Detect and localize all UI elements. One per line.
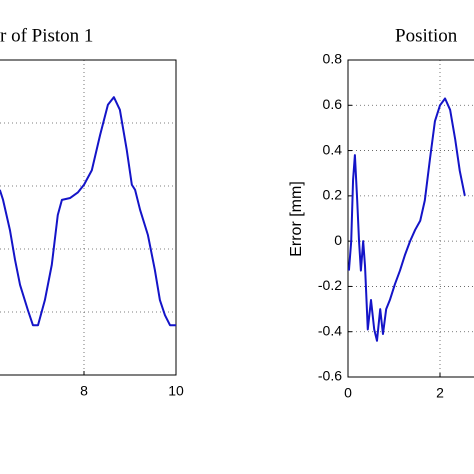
y-tick-label: 0.8 xyxy=(323,51,343,67)
y-tick-label: -0.4 xyxy=(318,322,342,338)
y-tick-label: 0.6 xyxy=(323,96,343,112)
plot-frame xyxy=(0,59,177,376)
y-tick-label: -0.6 xyxy=(318,368,342,384)
x-tick-label: 10 xyxy=(168,383,184,399)
y-tick-label: -0.2 xyxy=(318,277,342,293)
chart-title: Position xyxy=(395,25,458,46)
y-axis-label: Error [mm] xyxy=(288,181,305,257)
data-line xyxy=(0,96,176,327)
y-tick-label: 0.2 xyxy=(323,187,343,203)
chart-title: r of Piston 1 xyxy=(0,25,93,46)
x-tick-label: 8 xyxy=(80,383,88,399)
plot-frame xyxy=(347,59,474,378)
y-tick-label: 0 xyxy=(334,232,342,248)
x-tick-label: 2 xyxy=(436,385,444,401)
data-line xyxy=(347,97,466,342)
x-tick-label: 0 xyxy=(344,385,352,401)
y-tick-label: 0.4 xyxy=(323,141,343,157)
